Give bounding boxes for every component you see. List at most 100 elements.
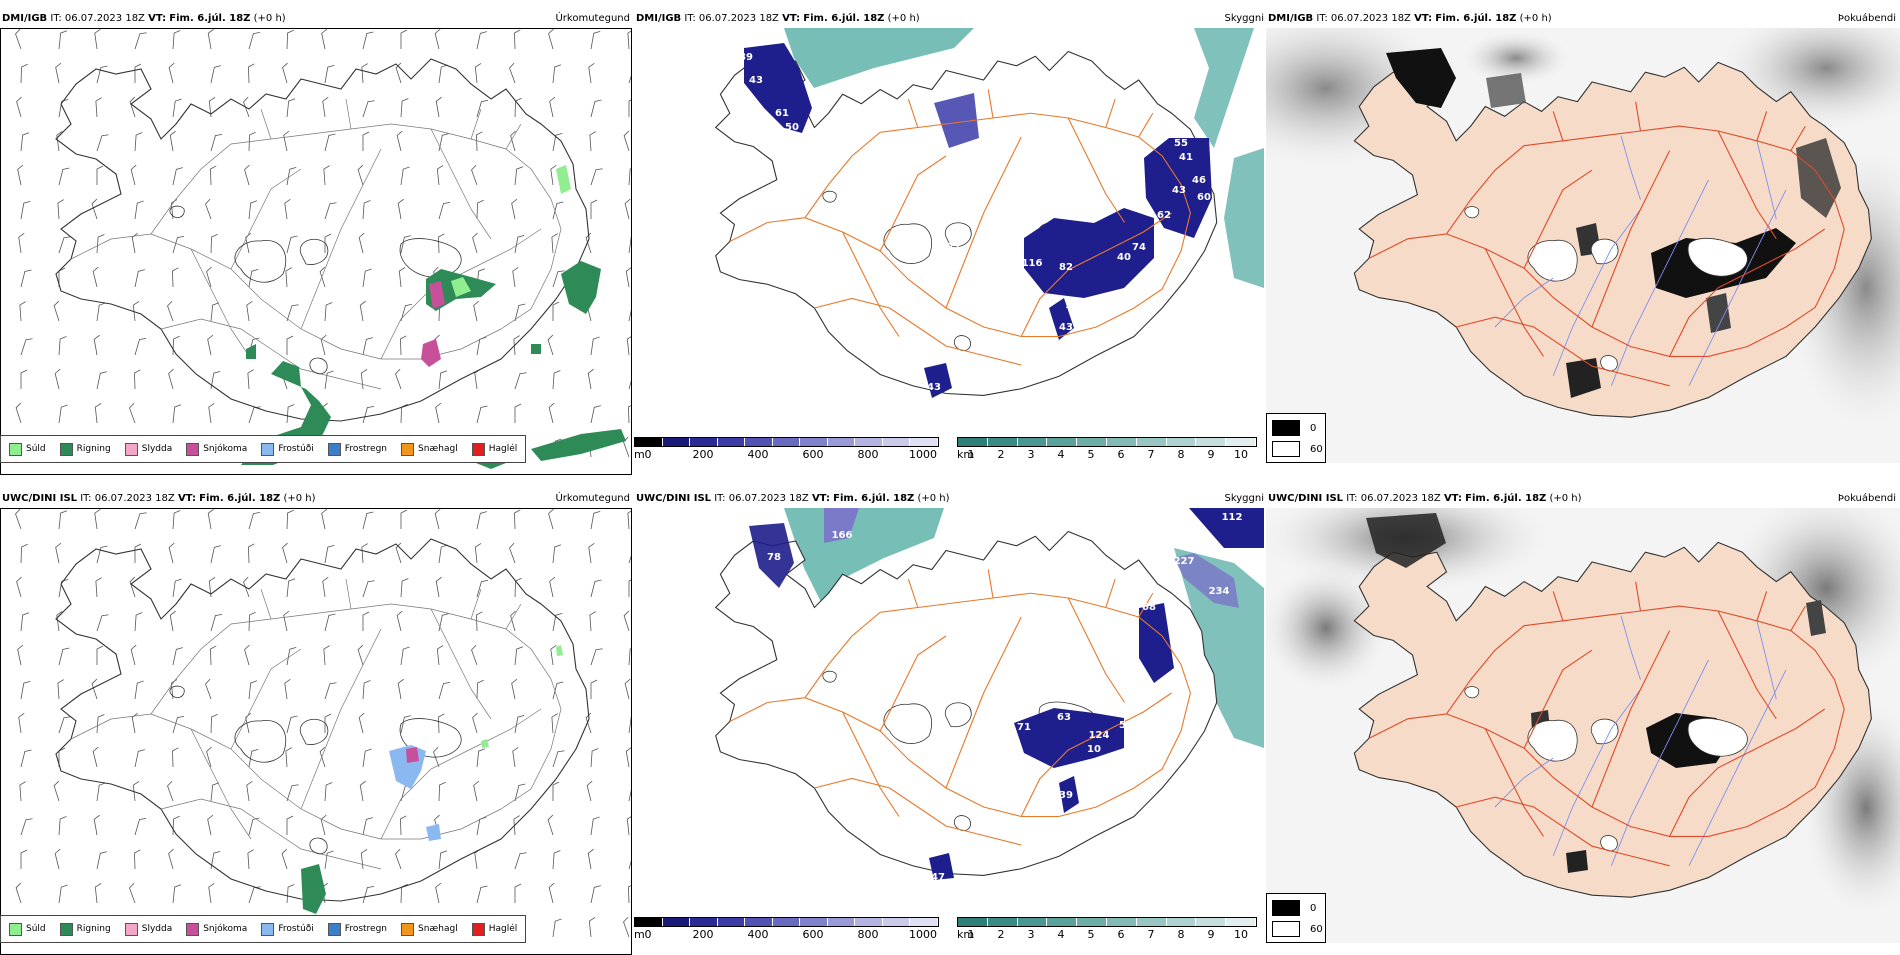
precip-map[interactable]	[0, 28, 632, 475]
legend-item: Snjókoma	[186, 442, 248, 456]
fog-index-map[interactable]	[1266, 508, 1900, 943]
wind-barb	[435, 402, 442, 424]
colorbar-segment	[1166, 918, 1197, 926]
colorbar-tick: 4	[1057, 448, 1065, 461]
wind-barb	[286, 98, 296, 118]
cloud-base-label: 39	[1059, 790, 1073, 801]
wind-barb	[362, 200, 371, 220]
legend-label: Snjókoma	[203, 444, 248, 454]
colorbar-tick: 2	[997, 928, 1005, 941]
wind-barb	[438, 233, 445, 254]
colorbar-segment	[690, 918, 718, 926]
colorbar-tick: 10	[1234, 448, 1248, 461]
wind-barb	[94, 403, 102, 424]
wind-barb	[167, 300, 174, 322]
legend-swatch	[401, 442, 415, 456]
wind-barb	[286, 715, 298, 734]
wind-barb	[438, 850, 448, 870]
wind-barb	[362, 748, 372, 768]
wind-barb	[321, 29, 328, 50]
wind-barb	[362, 580, 375, 598]
wind-barb	[248, 511, 261, 530]
wind-barb	[396, 610, 403, 632]
cloud-base-area	[1014, 708, 1124, 768]
wind-barb	[96, 371, 107, 390]
colorbar-tick: 10	[1234, 928, 1248, 941]
cloud-base-areas	[744, 43, 1212, 398]
colorbar-tick: 600	[802, 928, 824, 941]
wind-barb	[129, 576, 136, 598]
wind-barb	[172, 884, 182, 904]
wind-barb	[210, 713, 218, 734]
wind-barb	[172, 510, 181, 530]
wind-barb	[435, 96, 442, 118]
wind-barb	[628, 646, 631, 666]
colorbar-tick: 600	[802, 448, 824, 461]
road-network	[71, 99, 561, 389]
colorbar-segment	[800, 918, 828, 926]
colorbar-segment	[717, 918, 746, 926]
cloud-visibility-map[interactable]: 166 78 112 227 234 68 67 71 63 124 55 10 39 47	[634, 508, 1264, 908]
wind-barb	[172, 404, 182, 424]
legend-swatch	[261, 442, 275, 456]
colorbar-segment	[1136, 438, 1167, 446]
fog-index-map[interactable]	[1266, 28, 1900, 463]
wind-barb	[323, 165, 330, 186]
iceland-coastline	[1354, 62, 1871, 417]
wind-barb	[169, 610, 176, 632]
wind-barb	[362, 511, 374, 530]
fog-area	[1706, 293, 1731, 333]
cloud-base-label: 43	[749, 75, 763, 86]
wind-barb	[206, 266, 212, 288]
cloud-base-area	[924, 363, 952, 398]
wind-barb	[400, 303, 413, 322]
colorbar-unit: km	[957, 448, 975, 461]
wind-barb	[286, 815, 294, 835]
wind-barb	[435, 576, 442, 598]
model-name: DMI/IGB	[2, 13, 48, 24]
colorbar-segment	[745, 438, 773, 446]
wind-barb	[624, 198, 631, 220]
wind-barb	[514, 714, 525, 734]
wind-barb	[397, 678, 404, 700]
wind-barb	[322, 577, 329, 598]
fog-area	[1566, 358, 1601, 398]
wind-barb	[208, 577, 216, 598]
wind-barb	[358, 712, 365, 734]
wind-barb	[472, 232, 478, 254]
wind-barb	[58, 816, 67, 836]
wind-barb	[361, 63, 368, 84]
wind-barb	[471, 164, 478, 186]
wind-barb	[362, 680, 371, 700]
rain-area	[246, 344, 256, 359]
precip-map[interactable]	[0, 508, 632, 955]
cloud-base-bar	[634, 437, 939, 447]
colorbar-tick: 400	[747, 928, 769, 941]
wind-barb	[362, 817, 373, 836]
legend-swatch	[9, 922, 22, 936]
wind-barb	[172, 578, 182, 598]
wind-barb	[359, 780, 366, 802]
wind-barb	[58, 98, 69, 118]
wind-barb	[167, 780, 174, 802]
wind-barb	[58, 336, 67, 356]
legend-label: Frostregn	[344, 924, 388, 934]
colorbar-segment	[987, 918, 1018, 926]
wind-barb	[53, 780, 60, 802]
colorbar-segment	[910, 438, 939, 446]
wind-barb	[207, 334, 214, 356]
legend-item: Rigning	[59, 442, 111, 456]
panel-header: DMI/IGB IT: 06.07.2023 18Z VT: Fim. 6.jú…	[0, 10, 632, 28]
wind-barb	[285, 267, 292, 288]
wind-barb	[509, 62, 516, 84]
visibility-area	[1194, 28, 1254, 148]
wind-barb	[134, 512, 147, 530]
wind-barb	[210, 302, 220, 322]
wind-barb	[95, 97, 102, 118]
colorbar-segment	[1136, 918, 1167, 926]
wind-barb	[547, 814, 554, 836]
wind-barb	[55, 62, 62, 84]
wind-barb	[400, 715, 411, 734]
wind-barb	[324, 682, 337, 700]
